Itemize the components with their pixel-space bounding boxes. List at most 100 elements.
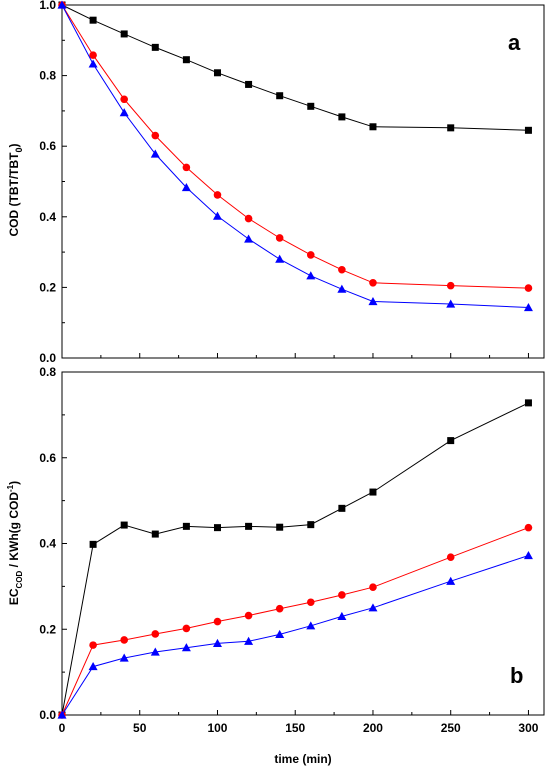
panel-a-ylabel-sub: 0: [14, 148, 24, 153]
panel-b-point-triangle: [337, 611, 347, 620]
panel-a-point-circle: [275, 234, 284, 242]
panel-a-point-triangle: [244, 234, 254, 243]
panel-b-ytick-label: 0.2: [39, 622, 56, 636]
panel-a-y-axis-title: COD (TBT/TBT0): [7, 144, 24, 237]
panel-a-ytick-label: 0.6: [39, 139, 56, 153]
panel-b-point-triangle: [57, 710, 67, 719]
x-axis-title: time (min): [274, 752, 331, 766]
panel-b-point-circle: [338, 591, 346, 599]
panel-a-point-square: [369, 123, 377, 131]
panel-a-point-triangle: [275, 254, 285, 263]
panel-a-point-square: [276, 92, 284, 100]
panel-b-xtick-label: 250: [441, 721, 461, 735]
panel-a-point-square: [338, 113, 346, 121]
panel-b-ytick-label: 0.0: [39, 708, 56, 722]
panel-b-point-square: [182, 522, 190, 530]
panel-a-point-square: [307, 102, 315, 110]
panel-b-y-axis-title: ECCOD / KWh(g COD-1): [6, 481, 24, 605]
panel-a: 0.0 0.2 0.4 0.6 0.8 1.0 a COD (TBT/TBT0): [7, 0, 545, 365]
panel-b-xtick-label: 50: [133, 721, 147, 735]
panel-a-point-triangle: [368, 297, 378, 306]
panel-a-ytick-label: 0.8: [39, 69, 56, 83]
panel-a-point-triangle: [523, 303, 533, 312]
panel-b-point-circle: [244, 611, 253, 620]
panel-a-ylabel-main: COD (TBT/TBT: [7, 152, 21, 237]
panel-b-point-circle: [151, 630, 160, 638]
panel-a-point-triangle: [57, 0, 67, 9]
panel-b-point-square: [213, 524, 221, 532]
panel-b: 0.0 0.2 0.4 0.6 0.8 0 50 100 150 200 250 300 b ECC…: [6, 365, 545, 766]
panel-b-point-square: [307, 521, 315, 529]
panel-b-x-ticks: 0 50 100 150 200 250 300: [59, 710, 539, 735]
panel-b-point-circle: [306, 598, 315, 607]
panel-a-x-ticks: [61, 353, 529, 358]
panel-a-plot: [57, 0, 533, 312]
panel-a-point-square: [120, 30, 128, 38]
panel-a-point-circle: [120, 95, 128, 104]
panel-a-point-square: [182, 56, 190, 64]
panel-b-point-square: [120, 521, 128, 529]
panel-a-point-triangle: [88, 59, 98, 68]
panel-a-ytick-label: 0.4: [39, 210, 56, 224]
panel-b-point-circle: [89, 641, 97, 649]
panel-a-point-triangle: [181, 183, 191, 192]
panel-a-point-circle: [306, 251, 315, 259]
panel-b-point-circle: [524, 523, 533, 532]
panel-a-ytick-label: 0.0: [39, 351, 56, 365]
panel-b-point-triangle: [212, 638, 222, 647]
panel-b-point-triangle: [275, 629, 285, 638]
panel-a-point-circle: [446, 281, 455, 290]
panel-a-point-square: [245, 80, 253, 88]
panel-a-point-square: [524, 126, 532, 134]
panel-b-ytick-label: 0.8: [39, 365, 56, 379]
panel-b-series-triangle-line: [61, 555, 529, 716]
panel-b-point-triangle: [523, 551, 533, 560]
panel-b-xtick-label: 200: [363, 721, 383, 735]
panel-b-frame: [61, 371, 545, 716]
panel-b-ylabel-main: EC: [7, 588, 21, 605]
panel-a-series-square-line: [61, 4, 529, 131]
panel-b-point-square: [276, 523, 284, 531]
panel-b-xtick-label: 150: [285, 721, 305, 735]
panel-b-xtick-label: 100: [207, 721, 227, 735]
panel-b-y-ticks: 0.0 0.2 0.4 0.6 0.8: [39, 365, 67, 722]
panel-b-point-triangle: [446, 576, 456, 585]
panel-a-point-circle: [524, 284, 533, 292]
panel-a-ytick-label: 1.0: [39, 0, 56, 12]
panel-b-point-square: [338, 504, 346, 512]
panel-b-point-circle: [182, 624, 191, 633]
panel-b-point-triangle: [88, 662, 98, 671]
panel-b-plot: [57, 399, 533, 719]
panel-b-xtick-label: 0: [59, 721, 66, 735]
panel-a-ytick-label: 0.2: [39, 280, 56, 294]
panel-a-point-triangle: [337, 284, 347, 293]
panel-a-point-circle: [369, 279, 377, 287]
panel-b-ylabel-sup: -1: [6, 484, 15, 492]
panel-b-point-circle: [213, 617, 222, 626]
panel-b-point-square: [89, 540, 97, 548]
panel-b-letter: b: [510, 663, 523, 688]
panel-a-point-triangle: [212, 211, 222, 220]
panel-a-point-square: [213, 69, 221, 77]
panel-b-point-square: [151, 530, 159, 538]
panel-b-point-triangle: [119, 653, 129, 662]
panel-a-point-triangle: [446, 299, 456, 308]
panel-b-series-square-line: [61, 402, 529, 716]
panel-b-point-triangle: [306, 621, 316, 630]
panel-a-point-circle: [338, 265, 346, 274]
panel-b-ylabel-rest: / KWh(g COD: [7, 492, 21, 571]
panel-a-letter: a: [508, 30, 521, 55]
panel-a-point-circle: [213, 191, 222, 199]
panel-a-point-square: [447, 124, 455, 132]
panel-a-ylabel-close: ): [7, 144, 21, 148]
panel-a-point-square: [151, 43, 159, 51]
panel-b-series-circle-line: [61, 527, 529, 716]
panel-b-point-triangle: [368, 603, 378, 612]
panel-a-series-triangle-line: [61, 4, 529, 308]
panel-a-point-circle: [182, 163, 191, 172]
panel-a-point-triangle: [306, 271, 316, 280]
panel-b-point-triangle: [181, 643, 191, 652]
panel-a-point-triangle: [150, 149, 160, 158]
panel-b-ytick-label: 0.6: [39, 451, 56, 465]
